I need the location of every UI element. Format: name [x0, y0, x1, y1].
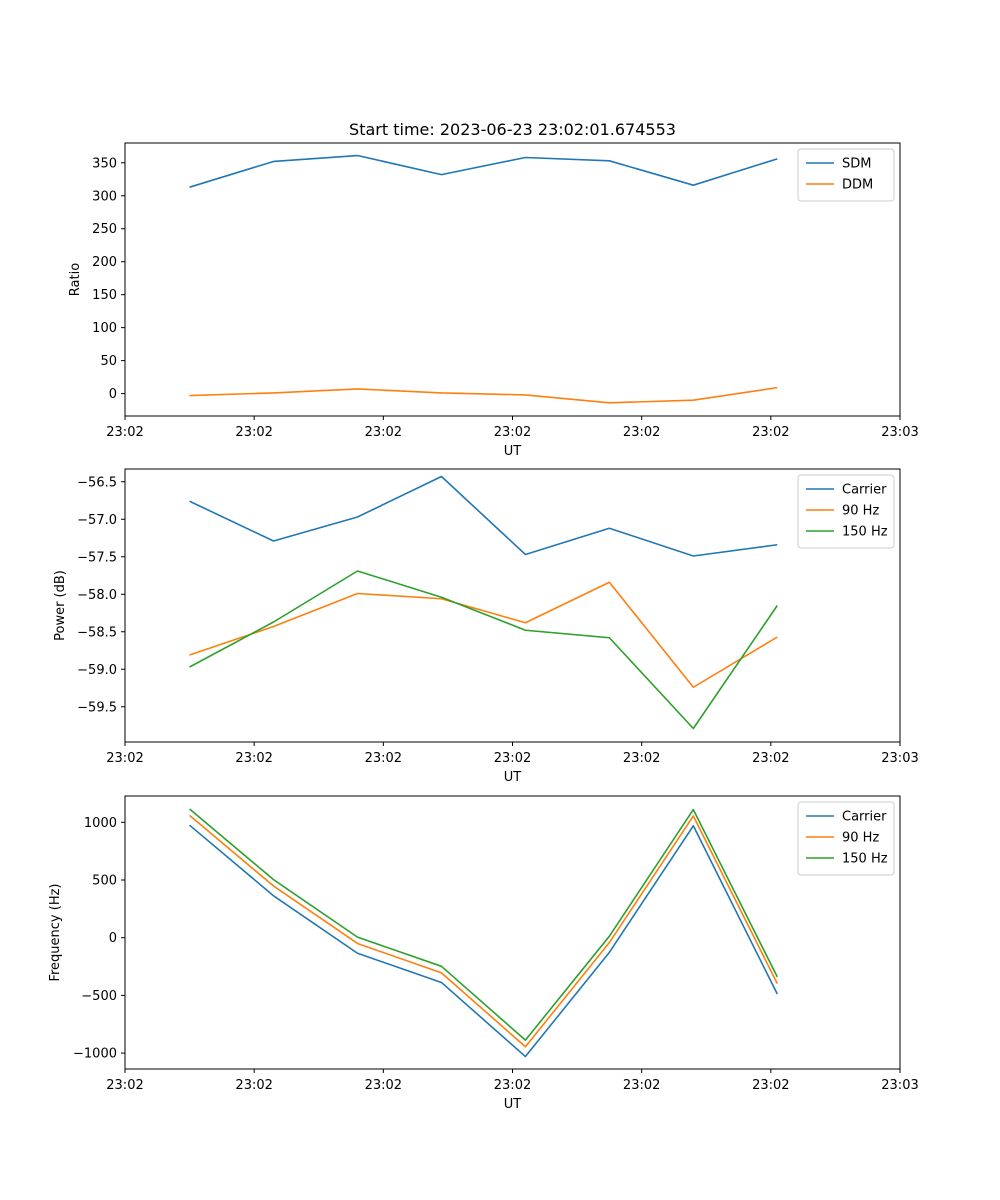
power-legend-label: 90 Hz — [842, 504, 879, 519]
power-x-tick-label: 23:02 — [365, 751, 402, 766]
frequency-x-tick-label: 23:03 — [881, 1078, 918, 1093]
power-series-line-90-hz — [189, 581, 778, 689]
frequency-y-tick-label: 500 — [92, 874, 117, 889]
frequency-x-tick-label: 23:02 — [106, 1078, 143, 1093]
ratio-panel: Start time: 2023-06-23 23:02:01.674553 2… — [68, 120, 919, 459]
power-panel: 23:02 23:02 23:02 23:02 23:02 23:02 23:03 −59.5… — [53, 468, 919, 785]
ratio-x-axis-label: UT — [504, 444, 522, 459]
frequency-legend-box — [797, 801, 895, 876]
power-y-tick-label: −58.5 — [77, 625, 117, 640]
ratio-x-tick-label: 23:02 — [106, 425, 143, 440]
power-x-tick-label: 23:03 — [881, 751, 918, 766]
power-x-tick-label: 23:02 — [235, 751, 272, 766]
power-series-line-carrier — [189, 475, 778, 557]
power-y-tick-label: −59.0 — [77, 663, 117, 678]
frequency-axes-frame — [124, 795, 901, 1070]
frequency-legend-label: 150 Hz — [842, 852, 888, 867]
power-legend: Carrier 90 Hz 150 Hz — [797, 474, 895, 549]
power-x-tick-label: 23:02 — [623, 751, 660, 766]
frequency-x-tick-label: 23:02 — [494, 1078, 531, 1093]
frequency-x-axis-label: UT — [504, 1097, 522, 1112]
ratio-x-tick-label: 23:02 — [365, 425, 402, 440]
power-y-tick-label: −59.5 — [77, 700, 117, 715]
power-y-tick-label: −58.0 — [77, 588, 117, 603]
ratio-y-tick-label: 0 — [109, 387, 117, 402]
ratio-series-line-sdm — [189, 154, 778, 188]
frequency-legend: Carrier 90 Hz 150 Hz — [797, 801, 895, 876]
ratio-y-tick-label: 250 — [92, 222, 117, 237]
power-y-tick-label: −56.5 — [77, 475, 117, 490]
frequency-x-tick-label: 23:02 — [623, 1078, 660, 1093]
power-axes-frame — [124, 468, 901, 743]
ratio-y-tick-label: 350 — [92, 156, 117, 171]
ratio-legend-box — [797, 148, 895, 202]
power-x-tick-label: 23:02 — [752, 751, 789, 766]
ratio-legend: SDM DDM — [797, 148, 895, 202]
ratio-y-tick-label: 150 — [92, 288, 117, 303]
frequency-panel: 23:02 23:02 23:02 23:02 23:02 23:02 23:03 −1000… — [48, 795, 919, 1112]
power-x-tick-label: 23:02 — [494, 751, 531, 766]
ratio-y-axis-label: Ratio — [68, 263, 83, 296]
frequency-y-tick-label: −500 — [81, 989, 117, 1004]
power-y-tick-label: −57.0 — [77, 513, 117, 528]
frequency-y-tick-label: 0 — [109, 931, 117, 946]
ratio-legend-label: SDM — [842, 157, 871, 172]
ratio-x-tick-label: 23:03 — [881, 425, 918, 440]
ratio-legend-label: DDM — [842, 178, 873, 193]
frequency-y-axis-label: Frequency (Hz) — [48, 883, 63, 981]
ratio-y-tick-label: 100 — [92, 321, 117, 336]
power-y-tick-label: −57.5 — [77, 550, 117, 565]
frequency-legend-label: 90 Hz — [842, 831, 879, 846]
power-series-line-150-hz — [189, 570, 778, 730]
frequency-legend-label: Carrier — [842, 810, 887, 825]
ratio-x-tick-label: 23:02 — [623, 425, 660, 440]
frequency-x-tick-label: 23:02 — [235, 1078, 272, 1093]
ratio-y-tick-label: 200 — [92, 255, 117, 270]
power-legend-box — [797, 474, 895, 549]
ratio-y-tick-label: 300 — [92, 189, 117, 204]
ratio-series-line-ddm — [189, 386, 778, 404]
power-legend-label: 150 Hz — [842, 525, 888, 540]
power-x-tick-label: 23:02 — [106, 751, 143, 766]
ratio-axes-frame — [124, 142, 901, 417]
frequency-series-line-90-hz — [189, 814, 779, 1048]
ratio-x-tick-label: 23:02 — [235, 425, 272, 440]
ratio-y-tick-label: 50 — [100, 354, 117, 369]
frequency-series-line-150-hz — [189, 808, 779, 1041]
ratio-x-tick-label: 23:02 — [752, 425, 789, 440]
frequency-x-tick-label: 23:02 — [365, 1078, 402, 1093]
power-legend-label: Carrier — [842, 483, 887, 498]
ratio-x-tick-label: 23:02 — [494, 425, 531, 440]
power-y-axis-label: Power (dB) — [53, 570, 68, 641]
chart-title: Start time: 2023-06-23 23:02:01.674553 — [349, 120, 676, 139]
power-x-axis-label: UT — [504, 770, 522, 785]
frequency-y-tick-label: −1000 — [73, 1047, 117, 1062]
frequency-y-tick-label: 1000 — [84, 816, 117, 831]
frequency-x-tick-label: 23:02 — [752, 1078, 789, 1093]
frequency-series-line-carrier — [189, 824, 779, 1058]
